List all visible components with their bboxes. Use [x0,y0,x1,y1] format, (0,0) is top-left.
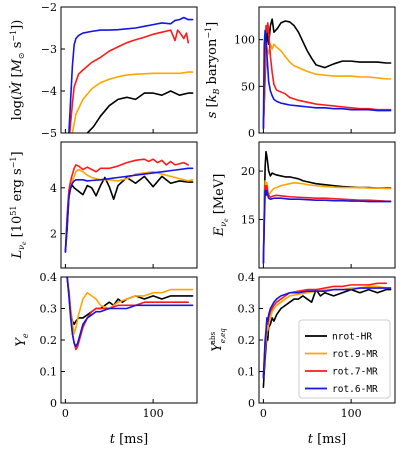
series-line-rot.7-MR [262,184,392,264]
axes-frame [258,6,396,134]
series-line-rot.9-MR [66,277,194,335]
legend-label: rot.9-MR [332,349,378,360]
axes-frame [60,6,198,134]
x-tick-label: 0 [260,407,267,420]
y-tick-label: 0.1 [40,366,58,379]
y-tick-label: −5 [41,127,57,140]
y-tick-label: 100 [234,34,255,47]
series-line-rot.9-MR [71,71,194,133]
x-tick-label: 100 [341,407,362,420]
energy-ylabel: Eνe [MeV] [212,174,230,238]
legend-label: rot.6-MR [332,384,378,395]
axes-frame [258,141,396,269]
mdot-panel: −5 −4 −3 −2 [41,1,198,140]
series-line-rot.6-MR [262,29,392,130]
x-tick-label: 100 [143,407,164,420]
y-tick-label: 0 [248,127,255,140]
y-tick-label: 15 [241,214,255,227]
series-line-nrot-HR [66,277,194,326]
series-line-nrot-HR [262,18,392,130]
axes-frame [60,141,198,269]
y-tick-label: 0.4 [238,271,256,284]
series-line-rot.7-MR [66,277,190,351]
ye-ylabel: Ye [14,333,30,347]
y-tick-label: 0.2 [238,334,256,347]
x-tick-label: 0 [62,407,69,420]
series-line-rot.7-MR [68,29,190,133]
entropy-ylabel: s [kB baryon−1] [204,22,221,119]
series-line-rot.6-MR [68,16,194,133]
series-line-rot.9-MR [262,43,392,130]
series-line-rot.6-MR [262,287,392,379]
y-tick-label: −3 [41,43,57,56]
series-line-rot.7-MR [262,22,392,130]
y-tick-label: 0.3 [238,303,256,316]
series-line-rot.9-MR [262,179,392,264]
luminosity-ylabel: Lνe [1051 erg s−1] [9,151,28,259]
series-line-rot.6-MR [64,167,194,253]
series-line-rot.7-MR [64,158,190,253]
ye-xlabel: t [ms] [110,432,149,447]
series-line-nrot-HR [64,175,194,253]
y-tick-label: 0.2 [40,334,58,347]
legend-label: nrot-HR [332,332,372,343]
y-tick-label: 0.4 [40,271,58,284]
luminosity-panel: 24 [50,141,198,269]
series-line-nrot-HR [262,150,392,264]
legend-box [298,319,391,399]
series-line-rot.6-MR [66,277,194,348]
y-tick-label: 0.1 [238,366,256,379]
y-tick-label: 50 [241,80,255,93]
ye-panel: 0 0.1 0.2 0.3 0.4 0 100 [40,271,198,420]
series-line-nrot-HR [86,90,194,133]
mdot-ylabel: log(Ṁ [M⊙ s−1]) [8,20,26,121]
y-tick-label: 2 [50,228,57,241]
ye-eq-xlabel: t [ms] [308,432,347,447]
ye-eq-panel: 0 0.1 0.2 0.3 0.4 0 100 [238,271,396,420]
entropy-panel: 0 50 100 [234,6,396,140]
ye-eq-ylabel: Ye,eqabs [209,328,227,352]
y-tick-label: 0 [50,397,57,410]
y-tick-label: 0 [248,397,255,410]
y-tick-label: 0.3 [40,303,58,316]
y-tick-label: −4 [41,85,57,98]
y-tick-label: 20 [241,165,255,178]
y-tick-label: −2 [41,1,57,14]
legend-label: rot.7-MR [332,367,378,378]
legend: nrot-HR rot.9-MR rot.7-MR rot.6-MR [298,319,391,399]
y-tick-label: 4 [50,182,57,195]
series-line-rot.6-MR [262,189,392,264]
